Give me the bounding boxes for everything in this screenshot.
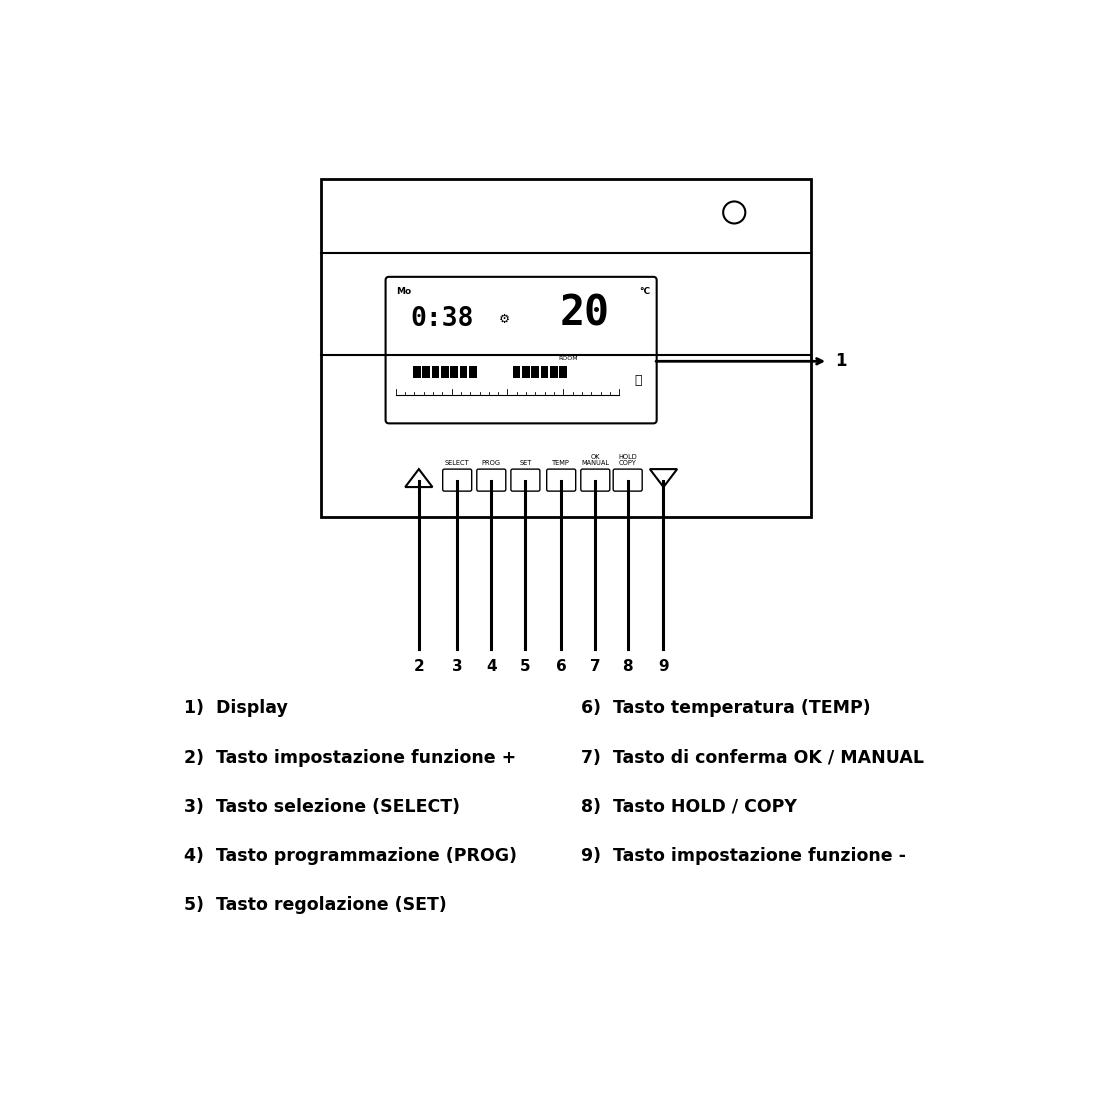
Bar — [541, 366, 549, 378]
Bar — [560, 366, 568, 378]
Circle shape — [723, 201, 746, 223]
FancyBboxPatch shape — [442, 469, 472, 491]
FancyBboxPatch shape — [547, 469, 575, 491]
Text: 7: 7 — [590, 659, 601, 674]
Polygon shape — [650, 469, 678, 487]
Text: SET: SET — [519, 460, 531, 465]
Bar — [422, 366, 430, 378]
Text: 9: 9 — [658, 659, 669, 674]
FancyBboxPatch shape — [510, 469, 540, 491]
Text: PROG: PROG — [482, 460, 500, 465]
Bar — [450, 366, 458, 378]
Text: 8)  Tasto HOLD / COPY: 8) Tasto HOLD / COPY — [581, 798, 796, 816]
Text: °C: °C — [639, 287, 651, 296]
Text: Mo: Mo — [396, 287, 411, 296]
Text: 5)  Tasto regolazione (SET): 5) Tasto regolazione (SET) — [185, 896, 447, 914]
Bar — [431, 366, 439, 378]
FancyBboxPatch shape — [386, 277, 657, 424]
Text: 2: 2 — [414, 659, 425, 674]
Text: 1: 1 — [835, 352, 846, 371]
Text: 7)  Tasto di conferma OK / MANUAL: 7) Tasto di conferma OK / MANUAL — [581, 749, 924, 767]
Text: 🔥: 🔥 — [635, 374, 641, 387]
FancyBboxPatch shape — [321, 178, 811, 517]
Bar — [412, 366, 420, 378]
Text: 4: 4 — [486, 659, 496, 674]
Text: 20: 20 — [560, 293, 610, 334]
Bar — [531, 366, 539, 378]
Bar — [513, 366, 520, 378]
Bar — [469, 366, 476, 378]
Text: ⚙: ⚙ — [498, 312, 509, 326]
Bar — [550, 366, 558, 378]
Text: 6)  Tasto temperatura (TEMP): 6) Tasto temperatura (TEMP) — [581, 700, 870, 717]
Text: 1)  Display: 1) Display — [185, 700, 288, 717]
Text: 5: 5 — [520, 659, 530, 674]
FancyBboxPatch shape — [613, 469, 642, 491]
Text: 9)  Tasto impostazione funzione -: 9) Tasto impostazione funzione - — [581, 847, 905, 865]
Polygon shape — [405, 469, 432, 487]
Text: HOLD
COPY: HOLD COPY — [618, 454, 637, 465]
Text: ROOM: ROOM — [558, 356, 578, 361]
Text: 8: 8 — [623, 659, 632, 674]
FancyBboxPatch shape — [581, 469, 609, 491]
Bar — [522, 366, 530, 378]
FancyBboxPatch shape — [476, 469, 506, 491]
Text: OK
MANUAL: OK MANUAL — [581, 454, 609, 465]
Text: 3: 3 — [452, 659, 462, 674]
Text: 0:38: 0:38 — [410, 307, 474, 332]
Bar — [441, 366, 449, 378]
Text: 2)  Tasto impostazione funzione +: 2) Tasto impostazione funzione + — [185, 749, 517, 767]
Text: 4)  Tasto programmazione (PROG): 4) Tasto programmazione (PROG) — [185, 847, 517, 865]
Text: 6: 6 — [556, 659, 566, 674]
Text: TEMP: TEMP — [552, 460, 570, 465]
Text: 3)  Tasto selezione (SELECT): 3) Tasto selezione (SELECT) — [185, 798, 461, 816]
Bar — [460, 366, 467, 378]
Text: SELECT: SELECT — [444, 460, 470, 465]
